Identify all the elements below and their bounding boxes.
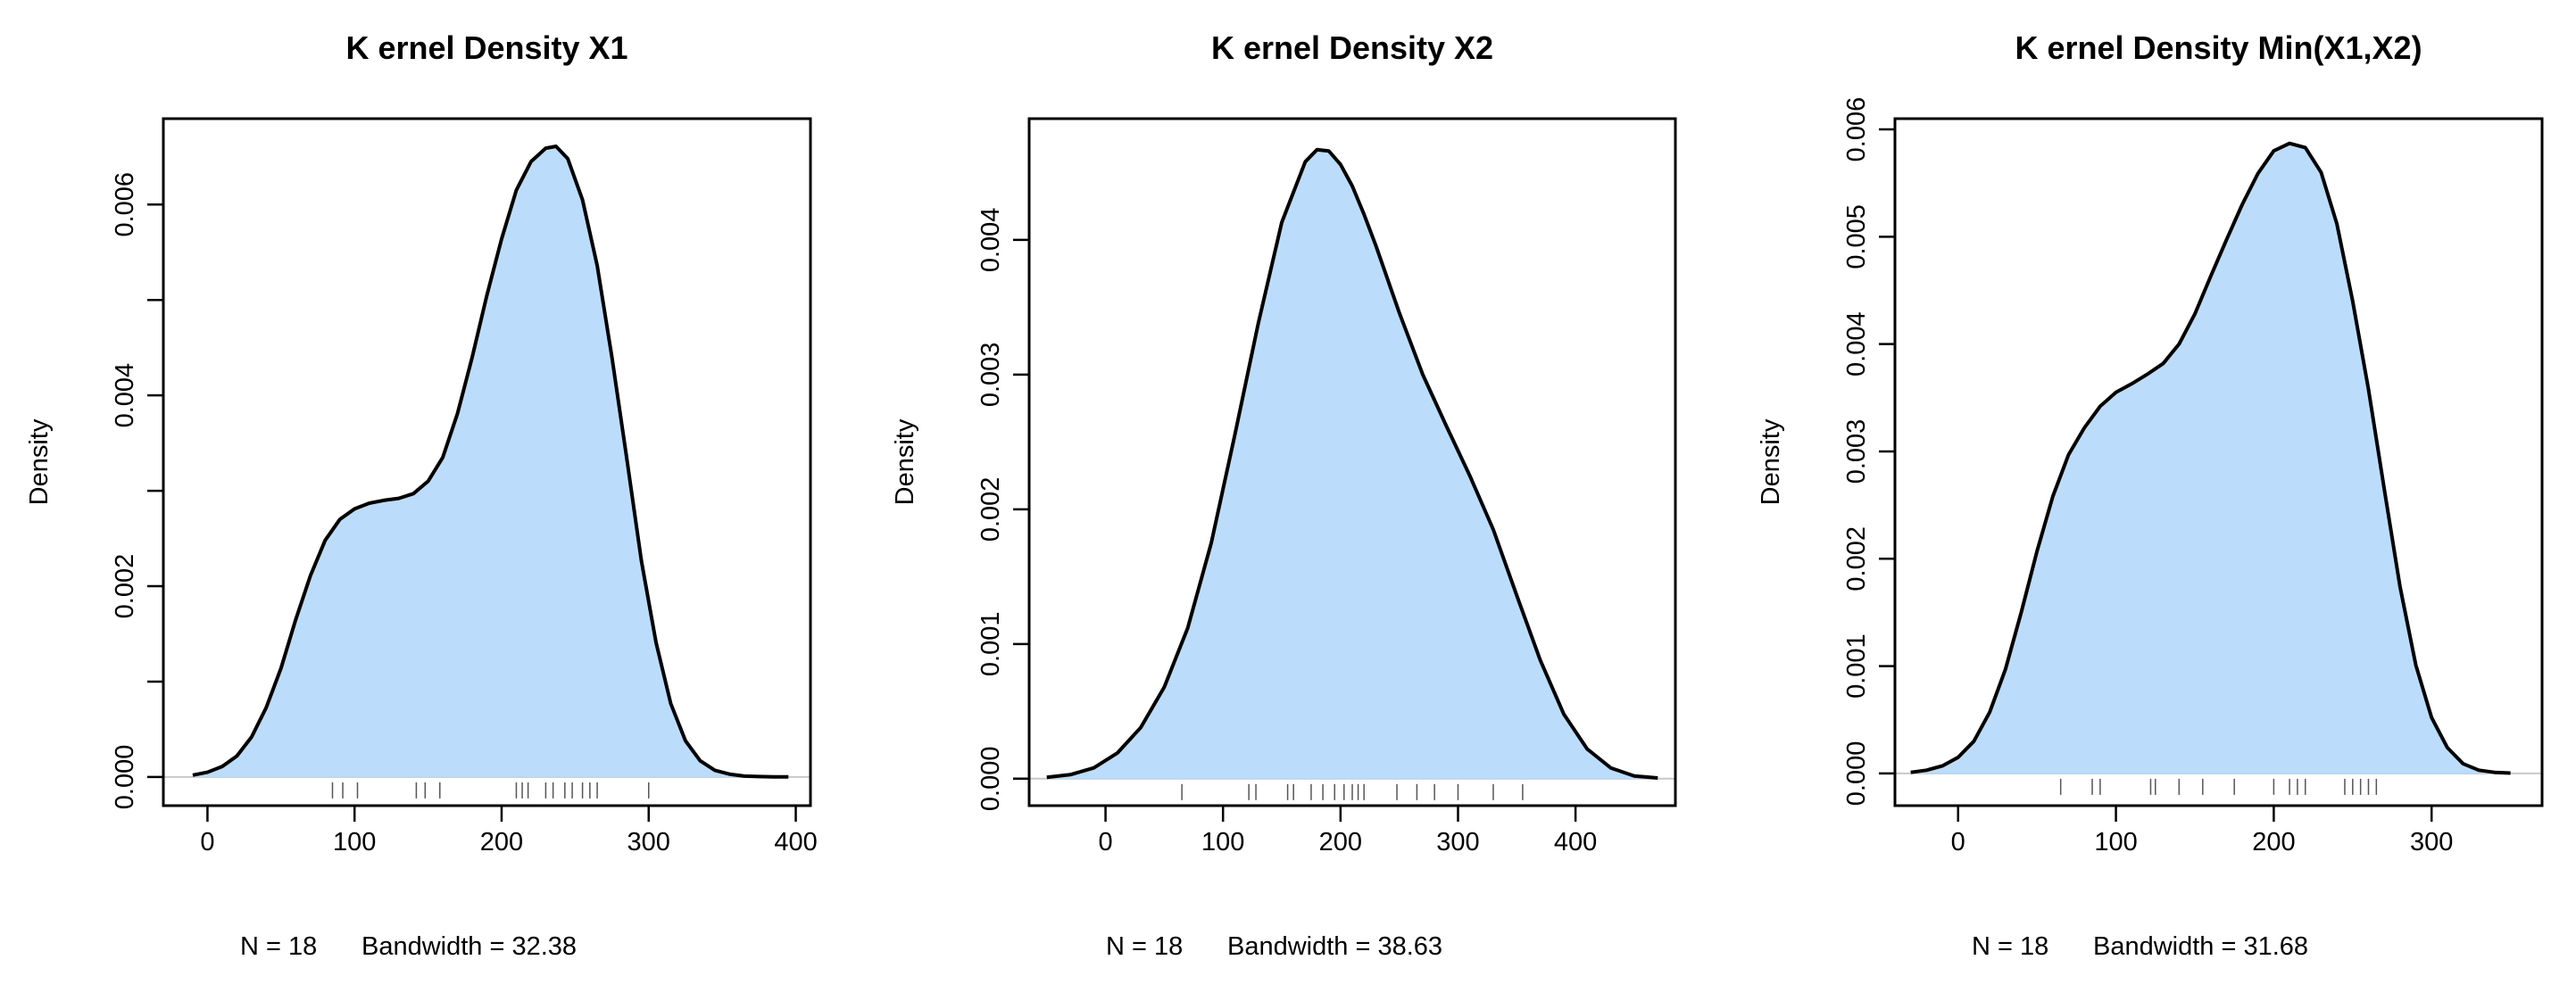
x2-y-axis-label: Density — [891, 418, 919, 505]
x1-density-area — [192, 146, 789, 777]
x2-y-tick-label: 0.001 — [976, 612, 1005, 677]
x2-density-area — [1046, 149, 1658, 779]
min-y-tick-label: 0.000 — [1842, 741, 1871, 807]
min-y-tick-label: 0.005 — [1842, 204, 1871, 269]
min-plot-frame — [1893, 117, 2544, 807]
x1-plot-frame — [162, 117, 812, 807]
x2-x-tick-label: 0 — [1098, 828, 1112, 856]
density-panel-x2: K ernel Density X2 0 100 200 300 400 0.000 0.00… — [891, 29, 1677, 961]
min-y-tick-label: 0.003 — [1842, 419, 1871, 484]
x2-plot-frame — [1027, 117, 1677, 807]
x2-density-curve — [1046, 147, 1658, 781]
x1-y-tick-label: 0.002 — [111, 554, 139, 619]
x1-y-tick-label: 0.006 — [111, 172, 139, 237]
x1-x-tick-label: 400 — [774, 828, 817, 856]
x1-chart-title: K ernel Density X1 — [345, 29, 627, 66]
x1-density-curve — [192, 145, 789, 779]
min-y-axis-label: Density — [1757, 418, 1785, 505]
min-x-tick-label: 300 — [2410, 828, 2453, 856]
x1-y-tick-label: 0.004 — [111, 363, 139, 428]
x1-y-axis-label: Density — [25, 418, 54, 505]
x1-bandwidth-label: Bandwidth = 32.38 — [361, 932, 577, 961]
x2-chart-title: K ernel Density X2 — [1211, 29, 1493, 66]
min-y-tick-label: 0.004 — [1842, 311, 1871, 377]
min-x-tick-label: 200 — [2252, 828, 2295, 856]
x2-x-tick-label: 200 — [1319, 828, 1362, 856]
density-panel-min: K ernel Density Min(X1,X2) 0 100 200 300 0.00… — [1757, 29, 2544, 961]
x1-sample-size-label: N = 18 — [240, 932, 317, 961]
min-y-tick-label: 0.001 — [1842, 633, 1871, 699]
min-density-area — [1910, 143, 2511, 774]
x1-x-tick-label: 100 — [333, 828, 376, 856]
x2-x-tick-label: 400 — [1554, 828, 1597, 856]
min-bandwidth-label: Bandwidth = 31.68 — [2093, 932, 2308, 961]
min-y-tick-label: 0.002 — [1842, 526, 1871, 592]
x2-x-tick-label: 300 — [1436, 828, 1479, 856]
x2-x-tick-label: 100 — [1201, 828, 1244, 856]
x1-x-tick-label: 300 — [627, 828, 670, 856]
density-panel-x1: K ernel Density X1 0 100 200 300 400 0.000 0.00… — [25, 29, 818, 961]
x2-y-tick-label: 0.003 — [976, 343, 1005, 408]
x1-y-tick-label: 0.000 — [111, 745, 139, 810]
x2-y-tick-label: 0.002 — [976, 477, 1005, 542]
min-sample-size-label: N = 18 — [1972, 932, 2048, 961]
x1-x-tick-label: 0 — [200, 828, 214, 856]
x2-y-tick-label: 0.000 — [976, 747, 1005, 812]
min-chart-title: K ernel Density Min(X1,X2) — [2015, 29, 2422, 66]
x2-y-tick-label: 0.004 — [976, 208, 1005, 273]
x2-bandwidth-label: Bandwidth = 38.63 — [1227, 932, 1442, 961]
x2-sample-size-label: N = 18 — [1106, 932, 1183, 961]
x1-x-tick-label: 200 — [480, 828, 523, 856]
min-x-tick-label: 0 — [1951, 828, 1965, 856]
min-density-curve — [1910, 141, 2511, 775]
min-x-tick-label: 100 — [2094, 828, 2137, 856]
min-y-tick-label: 0.006 — [1842, 97, 1871, 162]
